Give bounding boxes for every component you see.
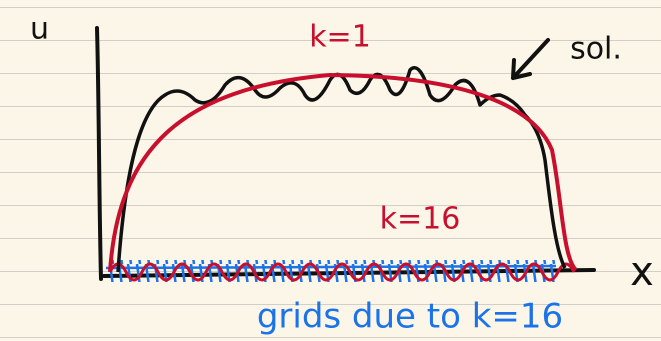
- x-label: x: [630, 249, 654, 295]
- y-label: u: [30, 12, 49, 47]
- k16-label: k=16: [380, 202, 461, 237]
- sketch: u x k=1 sol. k=16 grids due to k=16: [0, 0, 661, 341]
- k1-label: k=1: [309, 20, 371, 55]
- sol-label: sol.: [570, 32, 622, 67]
- grids-label: grids due to k=16: [257, 297, 563, 337]
- page: u x k=1 sol. k=16 grids due to k=16 (() …: [0, 0, 661, 341]
